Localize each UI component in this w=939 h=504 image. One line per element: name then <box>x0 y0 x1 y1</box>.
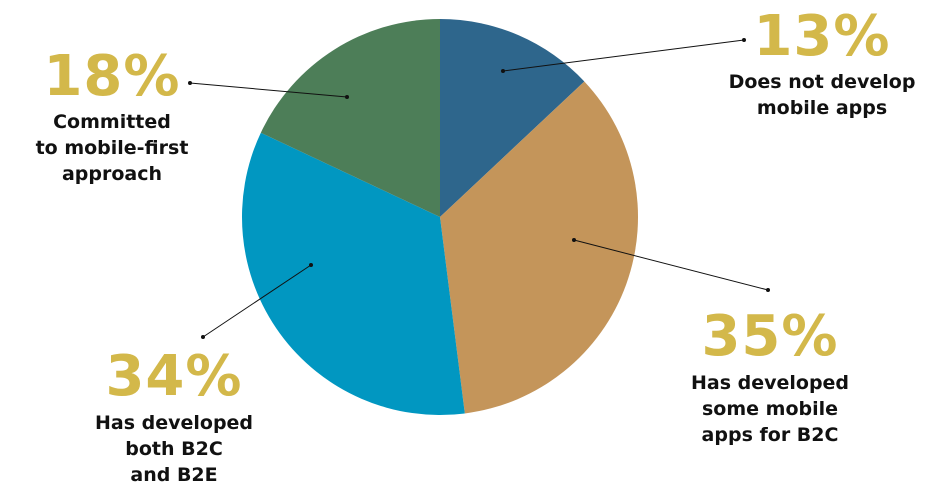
percent-label-developed-b2c-b2e: 34% <box>105 344 242 409</box>
leader-line-mobile-first <box>189 82 348 98</box>
pie-slice-does-not-develop <box>440 18 585 217</box>
leader-dot-does-not-develop-start <box>501 69 505 73</box>
slice-labels: 13%Does not develop mobile apps 35% Has dev… <box>36 4 916 486</box>
leader-dot-developed-b2c-start <box>572 238 576 242</box>
leader-line-developed-b2c <box>573 239 769 291</box>
slice-label-developed-b2c-line-1: Has developed <box>691 372 849 394</box>
leader-dot-developed-b2c-end <box>766 288 770 292</box>
percent-label-developed-b2c: 35% <box>701 304 838 369</box>
leader-line-does-not-develop <box>502 39 745 72</box>
leader-dot-mobile-first-end <box>188 81 192 85</box>
slice-label-mobile-first-line-2: to mobile-first <box>36 137 189 159</box>
percent-label-does-not-develop: 13% <box>753 4 890 69</box>
slice-label-mobile-first-line-1: Committed <box>53 111 171 133</box>
leader-dot-developed-b2c-b2e-start <box>309 263 313 267</box>
leader-dot-mobile-first-start <box>345 95 349 99</box>
leader-dot-developed-b2c-b2e-end <box>201 335 205 339</box>
slice-label-developed-b2c-b2e-line-3: and B2E <box>130 464 217 486</box>
slice-label-developed-b2c-b2e-line-1: Has developed <box>95 412 253 434</box>
pie-slices <box>241 18 639 416</box>
pie-slice-developed-b2c-b2e <box>241 132 465 416</box>
leader-dot-does-not-develop-end <box>742 38 746 42</box>
percent-label-mobile-first: 18% <box>43 44 180 109</box>
leader-line-developed-b2c-b2e <box>202 264 312 338</box>
slice-label-mobile-first-line-3: approach <box>62 163 162 185</box>
slice-label-does-not-develop-line-1: Does not develop <box>729 71 916 93</box>
leader-lines <box>188 38 770 339</box>
pie-slice-mobile-first <box>260 19 440 217</box>
slice-label-developed-b2c-line-3: apps for B2C <box>702 424 839 446</box>
slice-label-does-not-develop-line-2: mobile apps <box>757 97 887 119</box>
slice-label-developed-b2c-line-2: some mobile <box>702 398 838 420</box>
pie-slice-developed-b2c <box>440 81 639 414</box>
slice-label-developed-b2c-b2e-line-2: both B2C <box>125 438 223 460</box>
